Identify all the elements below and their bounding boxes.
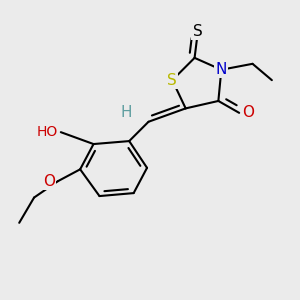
Text: N: N xyxy=(216,62,227,77)
Text: S: S xyxy=(167,73,177,88)
Text: O: O xyxy=(242,105,254,120)
Text: O: O xyxy=(43,174,55,189)
Text: S: S xyxy=(193,24,202,39)
Text: H: H xyxy=(121,105,132,120)
Text: HO: HO xyxy=(37,125,58,139)
